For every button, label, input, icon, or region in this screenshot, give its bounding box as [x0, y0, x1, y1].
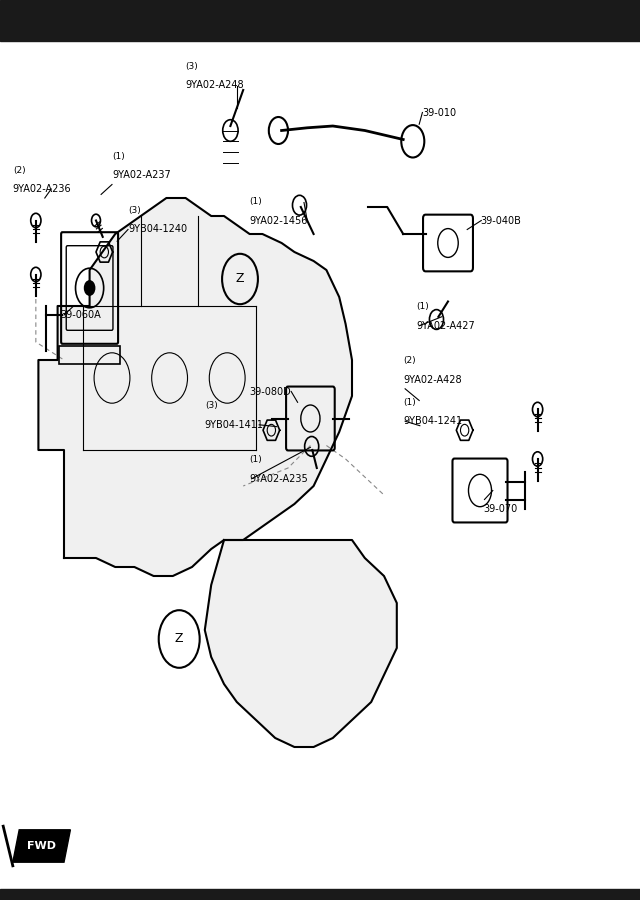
Text: (1): (1) [250, 455, 262, 464]
Text: (1): (1) [403, 398, 416, 407]
Polygon shape [205, 540, 397, 747]
Text: 9YB04-1241: 9YB04-1241 [403, 416, 462, 427]
Bar [0, 889, 640, 900]
Text: 9YA02-A237: 9YA02-A237 [112, 170, 171, 181]
Text: 9YB04-1411: 9YB04-1411 [205, 419, 264, 430]
Text: Z: Z [175, 633, 184, 645]
Text: 9YA02-A236: 9YA02-A236 [13, 184, 72, 194]
Text: 9YA02-A428: 9YA02-A428 [403, 374, 462, 385]
Text: 39-080D: 39-080D [250, 386, 291, 397]
Text: (2): (2) [403, 356, 416, 365]
Text: (3): (3) [128, 206, 141, 215]
Text: (1): (1) [250, 197, 262, 206]
Text: 9YB04-1240: 9YB04-1240 [128, 224, 187, 235]
Text: (3): (3) [186, 62, 198, 71]
Text: FWD: FWD [27, 841, 56, 851]
Text: 9YA02-A427: 9YA02-A427 [416, 320, 475, 331]
Bar [0, 0, 640, 40]
Text: (1): (1) [416, 302, 429, 311]
Text: 39-060A: 39-060A [61, 310, 102, 320]
Text: (3): (3) [205, 401, 218, 410]
Text: 39-010: 39-010 [422, 107, 456, 118]
Text: 9YA02-A248: 9YA02-A248 [186, 80, 244, 91]
Text: Z: Z [236, 273, 244, 285]
Text: 39-040B: 39-040B [480, 215, 521, 226]
Polygon shape [13, 830, 70, 862]
Text: (2): (2) [13, 166, 26, 175]
Text: 9YA02-A235: 9YA02-A235 [250, 473, 308, 484]
Circle shape [84, 281, 95, 295]
Text: 39-070: 39-070 [483, 503, 518, 514]
Text: 9YA02-1456: 9YA02-1456 [250, 215, 308, 226]
Polygon shape [38, 198, 352, 576]
Bar [60, 346, 120, 364]
Text: (1): (1) [112, 152, 125, 161]
